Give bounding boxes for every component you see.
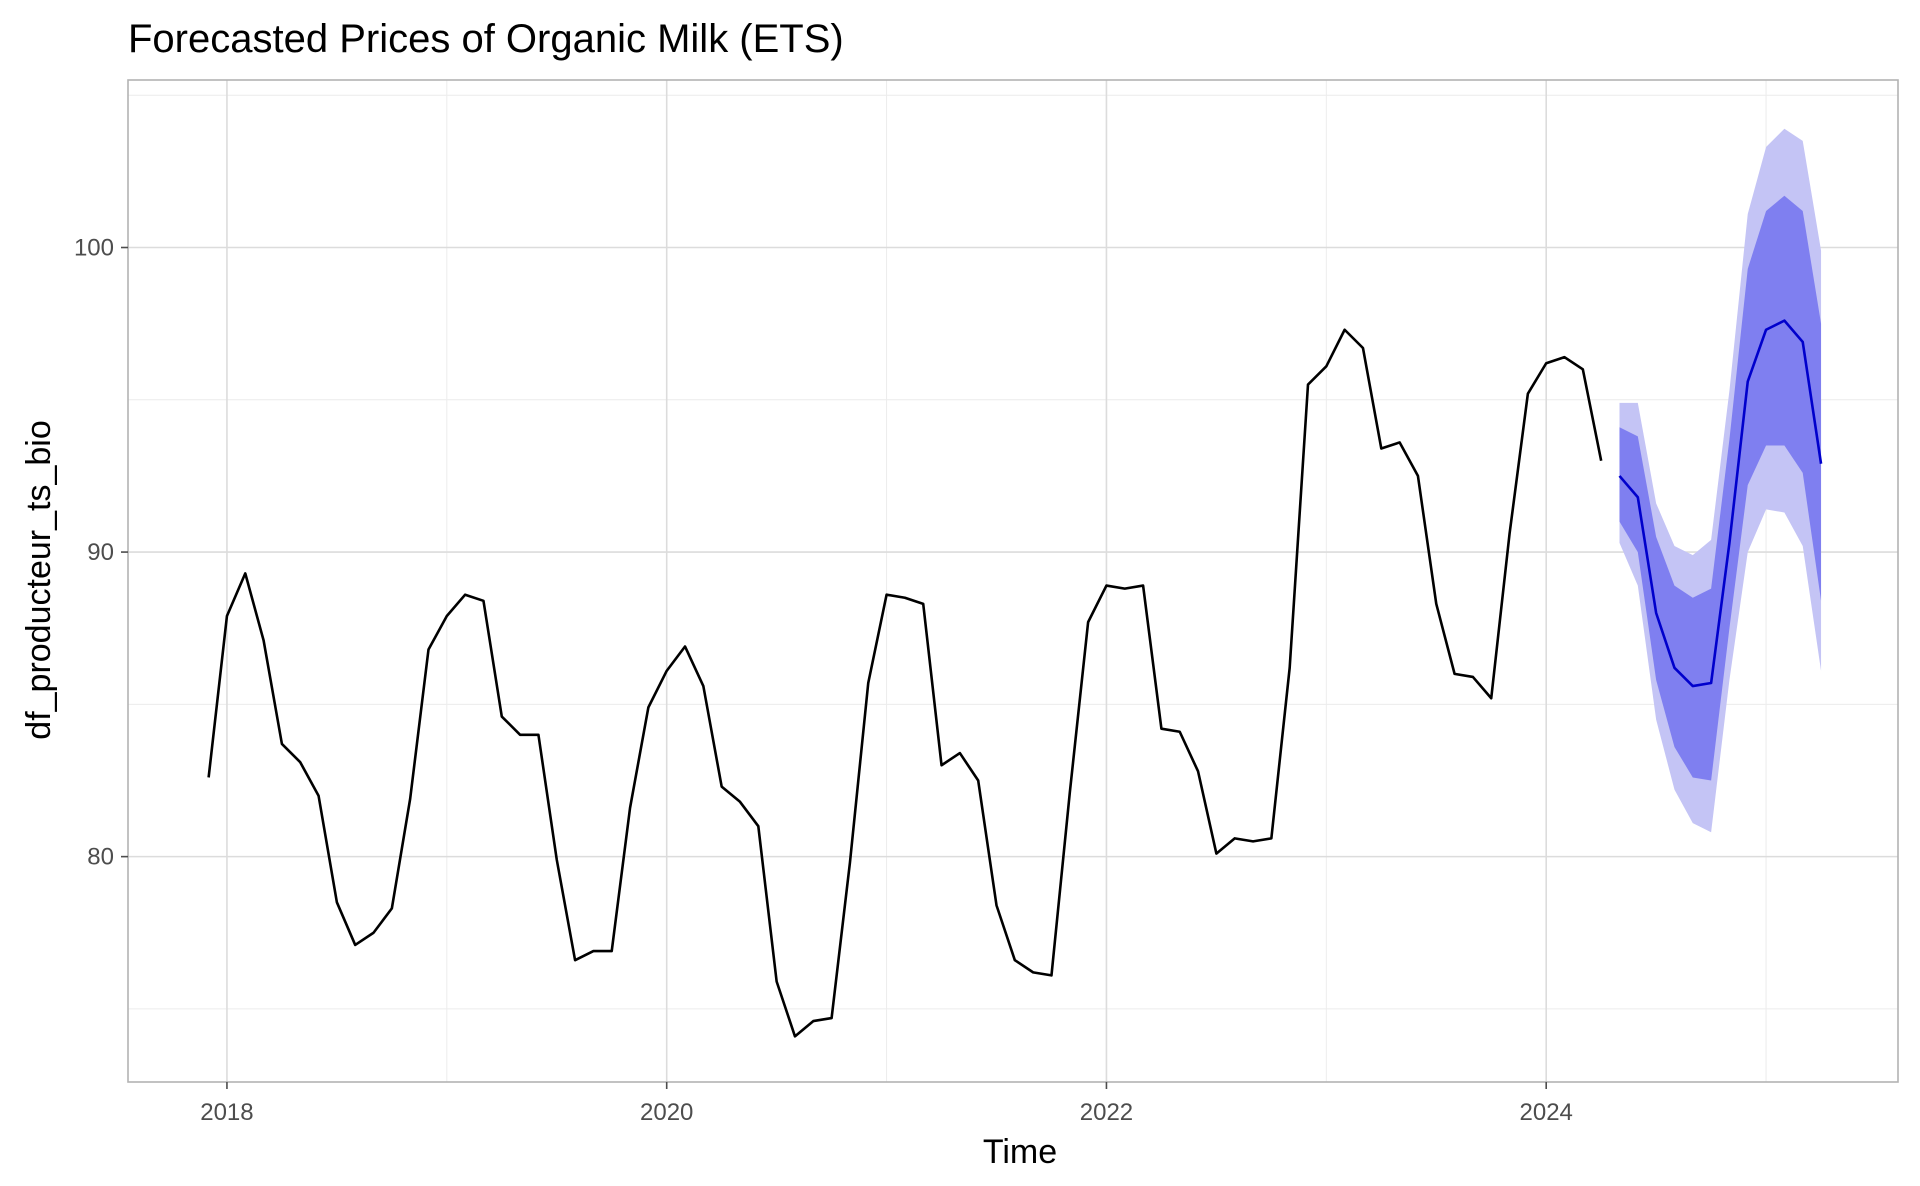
series-lines bbox=[207, 319, 1823, 1038]
chart-title: Forecasted Prices of Organic Milk (ETS) bbox=[128, 17, 844, 61]
x-tick-label: 2020 bbox=[640, 1099, 693, 1126]
history-line bbox=[207, 328, 1603, 1038]
y-tick-label: 100 bbox=[74, 235, 114, 262]
forecast-line bbox=[1618, 319, 1823, 688]
plot-panel-border bbox=[127, 79, 1899, 1083]
ci80-band-layer bbox=[1619, 195, 1822, 781]
ci80-band bbox=[1619, 195, 1822, 781]
x-axis-ticks: 2018 2020 2022 2024 bbox=[200, 1082, 1573, 1126]
x-axis-title: Time bbox=[983, 1133, 1057, 1171]
y-tick-label: 90 bbox=[87, 539, 114, 566]
y-axis-title: df_producteur_ts_bio bbox=[20, 420, 58, 739]
y-axis-ticks: 80 90 100 bbox=[74, 235, 128, 871]
x-tick-label: 2024 bbox=[1520, 1099, 1573, 1126]
x-tick-label: 2018 bbox=[200, 1099, 253, 1126]
x-tick-label: 2022 bbox=[1080, 1099, 1133, 1126]
y-tick-label: 80 bbox=[87, 844, 114, 871]
